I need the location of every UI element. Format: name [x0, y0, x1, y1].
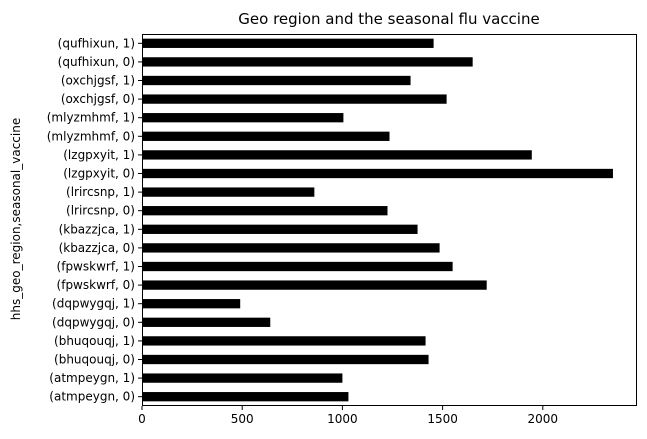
- x-tick-label: 0: [138, 412, 146, 426]
- x-tick-label: 1000: [327, 412, 358, 426]
- y-tick-label: (mlyzmhmf, 1): [47, 111, 135, 125]
- bar: [142, 243, 440, 253]
- bar: [142, 150, 532, 160]
- y-tick-label: (kbazzjca, 0): [59, 241, 135, 255]
- bar: [142, 38, 434, 48]
- y-tick-label: (oxchjgsf, 1): [61, 74, 135, 88]
- y-tick-label: (mlyzmhmf, 0): [47, 129, 135, 143]
- y-tick-label: (lrircsnp, 1): [66, 185, 135, 199]
- bar: [142, 75, 411, 86]
- bar: [142, 261, 453, 272]
- bar: [142, 57, 473, 67]
- bar: [142, 317, 271, 327]
- y-tick-label: (dqpwygqj, 0): [52, 315, 135, 329]
- x-tick-label: 1500: [427, 412, 458, 426]
- y-tick-label: (lzgpxyit, 1): [63, 148, 135, 162]
- bar: [142, 168, 613, 179]
- y-tick-label: (qufhixun, 1): [58, 36, 135, 50]
- y-tick-label: (qufhixun, 0): [58, 55, 135, 69]
- y-tick-label: (lzgpxyit, 0): [63, 167, 135, 181]
- x-tick-label: 2000: [528, 412, 559, 426]
- x-tick-label: 500: [231, 412, 254, 426]
- y-tick-label: (kbazzjca, 1): [59, 222, 135, 236]
- y-tick-label: (dqpwygqj, 1): [52, 297, 135, 311]
- bar: [142, 187, 315, 197]
- chart-title: Geo region and the seasonal flu vaccine: [238, 10, 539, 28]
- bar: [142, 299, 241, 309]
- y-tick-label: (fpwskwrf, 0): [57, 278, 135, 292]
- y-tick-label: (fpwskwrf, 1): [57, 260, 135, 274]
- bar: [142, 336, 426, 346]
- plot-frame: [142, 34, 637, 406]
- y-axis-label: hhs_geo_region,seasonal_vaccine: [9, 118, 23, 320]
- y-tick-label: (atmpeygn, 1): [49, 371, 135, 385]
- y-tick-label: (bhuqouqj, 0): [54, 353, 135, 367]
- y-tick-label: (atmpeygn, 0): [49, 390, 135, 404]
- y-tick-label: (lrircsnp, 0): [66, 204, 135, 218]
- bar: [142, 206, 388, 216]
- bar: [142, 354, 429, 365]
- y-ticks: (atmpeygn, 0) (atmpeygn, 1) (bhuqouqj, 0) (…: [47, 36, 142, 404]
- bar: [142, 94, 447, 104]
- bar: [142, 224, 418, 234]
- bars-layer: [142, 38, 613, 402]
- bar: [142, 113, 344, 123]
- y-tick-label: (oxchjgsf, 0): [61, 92, 135, 106]
- bar: [142, 280, 487, 290]
- y-tick-label: (bhuqouqj, 1): [54, 334, 135, 348]
- bar: [142, 392, 349, 402]
- bar: [142, 131, 390, 141]
- bar: [142, 373, 343, 383]
- x-ticks: 0 500 1000 1500 2000: [138, 406, 558, 426]
